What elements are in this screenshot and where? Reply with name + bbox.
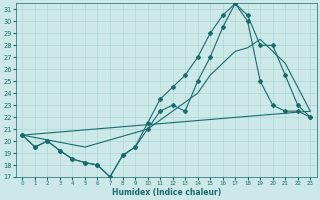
X-axis label: Humidex (Indice chaleur): Humidex (Indice chaleur) [112,188,221,197]
